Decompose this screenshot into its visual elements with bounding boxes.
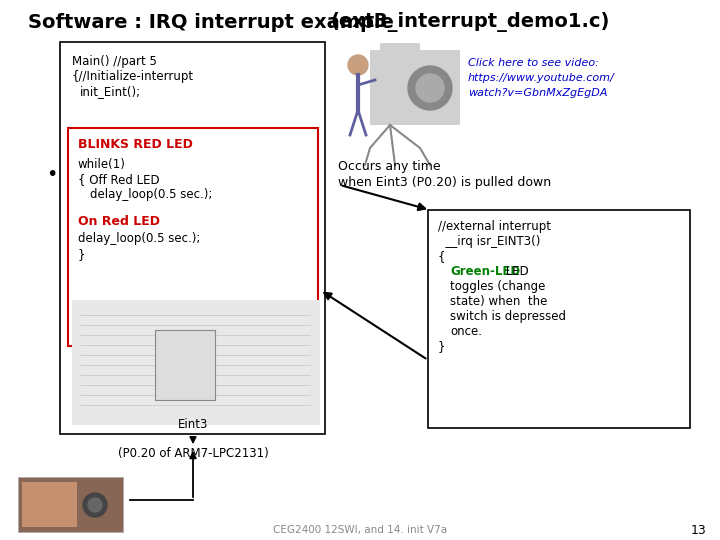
Text: when Eint3 (P0.20) is pulled down: when Eint3 (P0.20) is pulled down bbox=[338, 176, 551, 189]
Text: }: } bbox=[438, 340, 446, 353]
Circle shape bbox=[88, 498, 102, 512]
Text: state) when  the: state) when the bbox=[450, 295, 547, 308]
Text: Click here to see video:: Click here to see video: bbox=[468, 58, 599, 68]
Text: delay_loop(0.5 sec.);: delay_loop(0.5 sec.); bbox=[90, 188, 212, 201]
Text: {//Initialize-interrupt: {//Initialize-interrupt bbox=[72, 70, 194, 83]
Text: __irq isr_EINT3(): __irq isr_EINT3() bbox=[438, 235, 541, 248]
Text: }: } bbox=[78, 248, 86, 261]
Bar bbox=[18, 477, 123, 532]
Bar bbox=[72, 300, 320, 425]
Text: {: { bbox=[438, 250, 446, 263]
Bar bbox=[60, 42, 325, 434]
Bar bbox=[68, 128, 318, 346]
Circle shape bbox=[408, 66, 452, 110]
Text: CEG2400 12SWI, and 14. init V7a: CEG2400 12SWI, and 14. init V7a bbox=[273, 525, 447, 535]
Text: Main() //part 5: Main() //part 5 bbox=[72, 55, 157, 68]
Text: while(1): while(1) bbox=[78, 158, 126, 171]
Text: 13: 13 bbox=[690, 523, 706, 537]
Circle shape bbox=[416, 74, 444, 102]
Text: Software : IRQ interrupt example: Software : IRQ interrupt example bbox=[28, 12, 400, 31]
Text: Occurs any time: Occurs any time bbox=[338, 160, 441, 173]
Text: •: • bbox=[46, 165, 58, 185]
Bar bbox=[370, 50, 460, 125]
Circle shape bbox=[83, 493, 107, 517]
Text: delay_loop(0.5 sec.);: delay_loop(0.5 sec.); bbox=[78, 232, 200, 245]
Bar bbox=[428, 210, 690, 428]
Bar bbox=[155, 330, 215, 400]
Circle shape bbox=[348, 55, 368, 75]
Text: { Off Red LED: { Off Red LED bbox=[78, 173, 160, 186]
Text: watch?v=GbnMxZgEgDA: watch?v=GbnMxZgEgDA bbox=[468, 88, 608, 98]
Text: On Red LED: On Red LED bbox=[78, 215, 160, 228]
Bar bbox=[380, 43, 420, 55]
Text: BLINKS RED LED: BLINKS RED LED bbox=[78, 138, 193, 151]
Text: (ext3_interrupt_demo1.c): (ext3_interrupt_demo1.c) bbox=[330, 12, 609, 32]
Text: (P0.20 of ARM7-LPC2131): (P0.20 of ARM7-LPC2131) bbox=[117, 447, 269, 460]
Text: https://www.youtube.com/: https://www.youtube.com/ bbox=[468, 73, 615, 83]
Text: LED: LED bbox=[502, 265, 528, 278]
Text: //external interrupt: //external interrupt bbox=[438, 220, 551, 233]
Text: once.: once. bbox=[450, 325, 482, 338]
Text: Eint3: Eint3 bbox=[178, 418, 208, 431]
Text: init_Eint();: init_Eint(); bbox=[80, 85, 141, 98]
Text: switch is depressed: switch is depressed bbox=[450, 310, 566, 323]
Text: toggles (change: toggles (change bbox=[450, 280, 545, 293]
Bar bbox=[22, 482, 77, 527]
Text: Green-LED: Green-LED bbox=[450, 265, 520, 278]
